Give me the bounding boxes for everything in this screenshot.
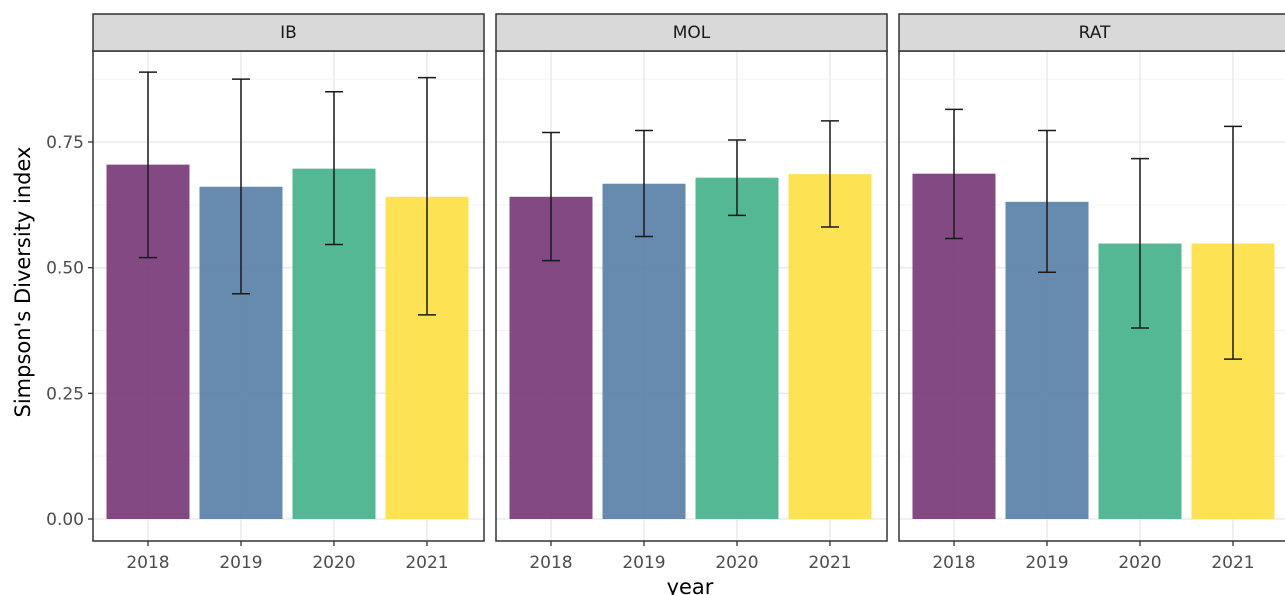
- x-tick-label: 2021: [1211, 553, 1254, 573]
- x-tick-label: 2018: [529, 553, 572, 573]
- error-bar-mol-2018: [542, 131, 560, 262]
- y-axis: 0.00 0.25 0.50 0.75: [46, 133, 93, 530]
- x-tick-label: 2021: [808, 553, 851, 573]
- facet-panel-mol: MOL 2018 2019 2020 2021: [495, 13, 888, 573]
- facet-panel-ib: IB 2018 2019 2020 2021: [92, 13, 485, 573]
- facet-strip-label: RAT: [1079, 23, 1111, 43]
- error-bar-rat-2021: [1224, 125, 1242, 360]
- y-axis-title: Simpson's Diversity index: [11, 147, 35, 418]
- bar-mol-2019: [602, 183, 686, 520]
- error-bar-mol-2019: [635, 129, 653, 238]
- error-bar-mol-2020: [728, 139, 746, 217]
- x-axis-title: year: [667, 575, 714, 595]
- error-bar-rat-2018: [945, 108, 963, 240]
- error-bar-ib-2018: [139, 71, 157, 259]
- y-tick-label: 0.75: [46, 133, 84, 153]
- y-tick-label: 0.00: [46, 510, 84, 530]
- x-tick-label: 2021: [405, 553, 448, 573]
- bar-mol-2020: [695, 177, 779, 519]
- x-tick-label: 2019: [1025, 553, 1068, 573]
- bar-mol-2021: [788, 174, 872, 520]
- error-bar-mol-2021: [821, 120, 839, 228]
- error-bar-ib-2019: [232, 78, 250, 295]
- x-tick-label: 2019: [219, 553, 262, 573]
- x-tick-label: 2019: [622, 553, 665, 573]
- facet-strip: [495, 13, 888, 52]
- error-bar-rat-2019: [1038, 129, 1056, 273]
- x-tick-label: 2018: [932, 553, 975, 573]
- facet-panel-rat: RAT 2018 2019 2020 2021: [898, 13, 1285, 573]
- x-tick-label: 2018: [126, 553, 169, 573]
- error-bar-ib-2021: [418, 76, 436, 316]
- facet-strip: [92, 13, 485, 52]
- facet-strip: [898, 13, 1285, 52]
- y-tick-label: 0.50: [46, 259, 84, 279]
- x-tick-label: 2020: [312, 553, 355, 573]
- error-bar-ib-2020: [325, 90, 343, 246]
- facet-strip-label: IB: [280, 23, 297, 43]
- error-bar-rat-2020: [1131, 157, 1149, 329]
- facet-strip-label: MOL: [673, 23, 711, 43]
- y-tick-label: 0.25: [46, 384, 84, 404]
- x-tick-label: 2020: [1118, 553, 1161, 573]
- x-tick-label: 2020: [715, 553, 758, 573]
